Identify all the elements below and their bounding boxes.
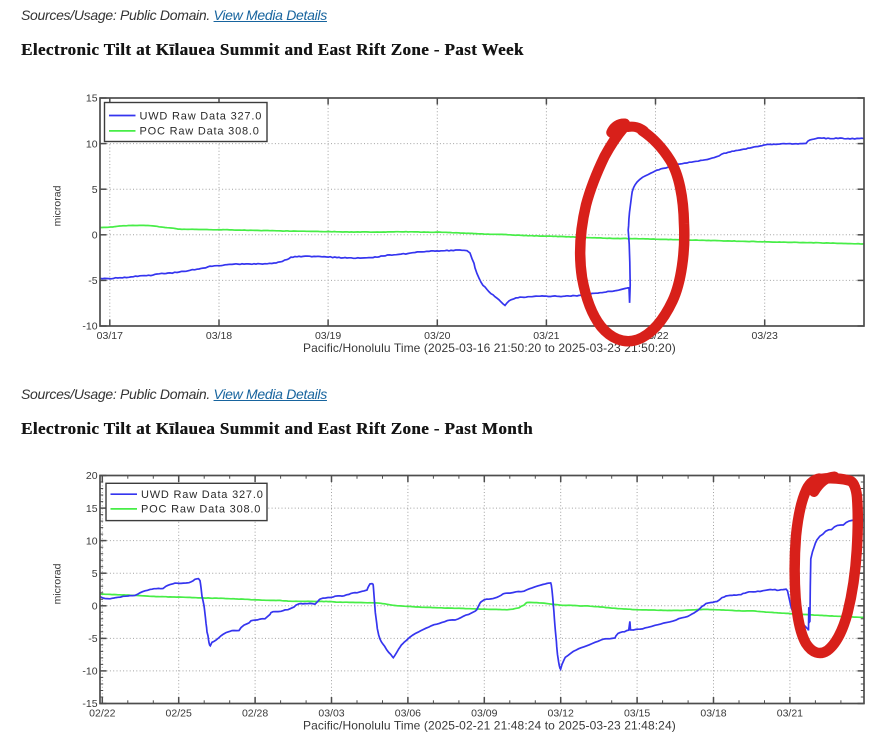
svg-text:03/15: 03/15 <box>624 708 650 720</box>
svg-text:UWD Raw Data 327.0: UWD Raw Data 327.0 <box>141 489 264 501</box>
svg-text:03/12: 03/12 <box>548 708 574 720</box>
svg-text:Pacific/Honolulu Time (2025-03: Pacific/Honolulu Time (2025-03-16 21:50:… <box>303 341 676 355</box>
svg-text:03/18: 03/18 <box>206 330 232 342</box>
svg-text:03/19: 03/19 <box>315 330 341 342</box>
svg-text:03/21: 03/21 <box>777 708 803 720</box>
svg-text:-10: -10 <box>82 666 97 678</box>
svg-text:03/18: 03/18 <box>700 708 726 720</box>
svg-text:03/20: 03/20 <box>424 330 450 342</box>
svg-text:20: 20 <box>86 470 98 482</box>
svg-text:5: 5 <box>92 184 98 196</box>
svg-text:03/03: 03/03 <box>318 708 344 720</box>
svg-text:5: 5 <box>92 568 98 580</box>
svg-text:UWD Raw Data 327.0: UWD Raw Data 327.0 <box>140 110 263 122</box>
svg-text:03/17: 03/17 <box>97 330 123 342</box>
svg-text:10: 10 <box>86 535 98 547</box>
svg-text:02/25: 02/25 <box>166 708 192 720</box>
svg-text:03/09: 03/09 <box>471 708 497 720</box>
svg-text:-10: -10 <box>82 321 97 333</box>
svg-text:microrad: microrad <box>52 563 64 604</box>
svg-text:-5: -5 <box>88 275 97 287</box>
svg-text:POC Raw Data 308.0: POC Raw Data 308.0 <box>141 504 261 516</box>
svg-text:-5: -5 <box>88 633 97 645</box>
svg-text:15: 15 <box>86 93 98 105</box>
svg-text:microrad: microrad <box>52 185 64 226</box>
svg-text:02/28: 02/28 <box>242 708 268 720</box>
svg-text:03/23: 03/23 <box>752 330 778 342</box>
svg-text:POC Raw Data 308.0: POC Raw Data 308.0 <box>140 126 260 138</box>
svg-text:10: 10 <box>86 138 98 150</box>
svg-text:15: 15 <box>86 503 98 515</box>
svg-text:03/21: 03/21 <box>533 330 559 342</box>
svg-text:02/22: 02/22 <box>89 708 115 720</box>
svg-text:0: 0 <box>92 230 98 242</box>
svg-text:0: 0 <box>92 601 98 613</box>
svg-text:-15: -15 <box>82 698 97 710</box>
svg-text:03/06: 03/06 <box>395 708 421 720</box>
svg-text:Pacific/Honolulu Time (2025-02: Pacific/Honolulu Time (2025-02-21 21:48:… <box>303 718 676 732</box>
